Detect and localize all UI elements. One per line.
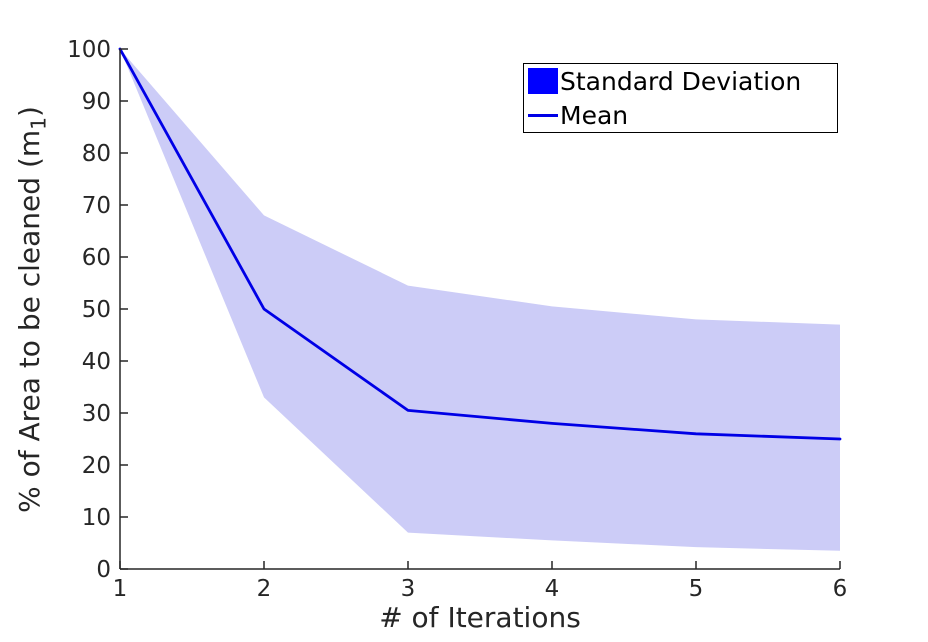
- x-tick-label: 6: [833, 576, 848, 602]
- legend-row-mean: Mean: [528, 98, 837, 132]
- y-tick-label: 30: [82, 401, 111, 427]
- x-tick-label: 2: [257, 576, 272, 602]
- x-axis-label: # of Iterations: [379, 601, 581, 634]
- y-tick-label: 60: [82, 245, 111, 271]
- y-tick-label: 40: [82, 349, 111, 375]
- legend-row-std: Standard Deviation: [528, 64, 837, 98]
- y-tick-label: 10: [82, 505, 111, 531]
- y-tick-label: 80: [82, 141, 111, 167]
- y-tick-label: 20: [82, 453, 111, 479]
- x-tick-label: 5: [689, 576, 704, 602]
- y-tick-label: 0: [96, 557, 111, 583]
- legend-label-mean: Mean: [560, 100, 629, 130]
- x-tick-label: 4: [545, 576, 560, 602]
- y-tick-label: 90: [82, 89, 111, 115]
- legend-label-std: Standard Deviation: [560, 66, 802, 96]
- x-tick-label: 1: [113, 576, 128, 602]
- legend: Standard Deviation Mean: [523, 63, 838, 133]
- mean-line: [118, 47, 842, 441]
- y-tick-label: 70: [82, 193, 111, 219]
- y-tick-label: 50: [82, 297, 111, 323]
- y-tick-label: 100: [67, 37, 111, 63]
- x-tick-label: 3: [401, 576, 416, 602]
- legend-patch-swatch: [528, 68, 558, 94]
- legend-line-swatch: [528, 113, 558, 117]
- std-deviation-band: [120, 49, 840, 551]
